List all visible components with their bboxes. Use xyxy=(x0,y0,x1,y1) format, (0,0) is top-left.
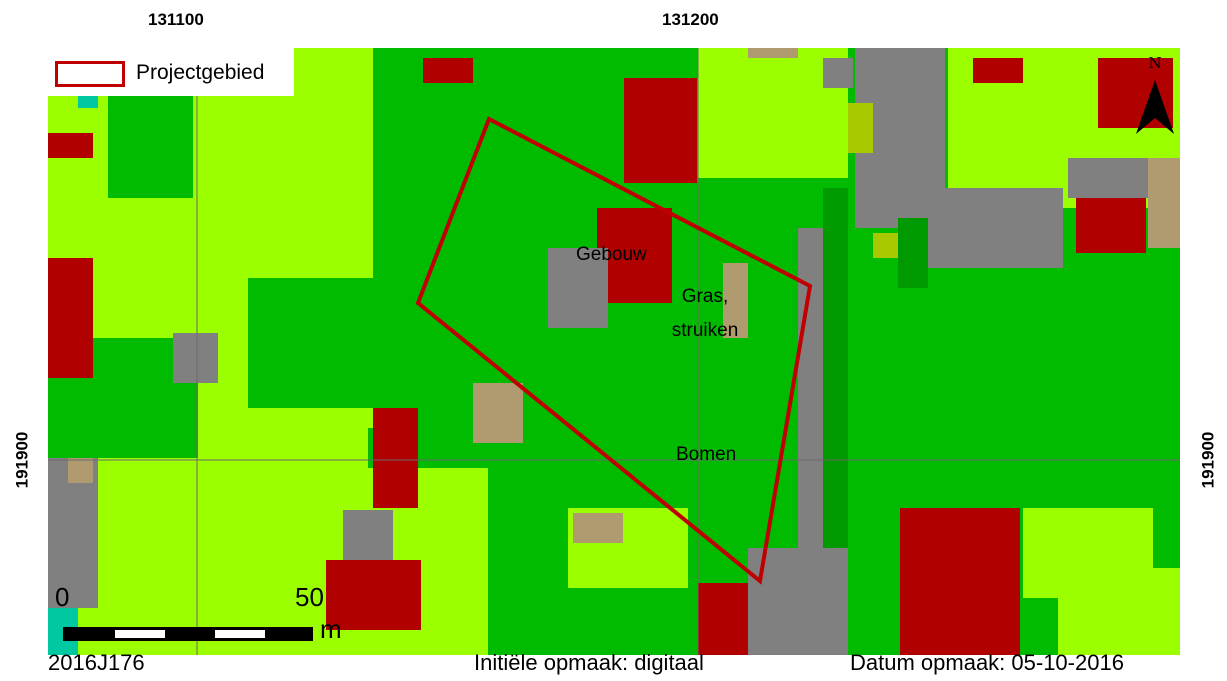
land-cover-cell-paved xyxy=(923,188,1063,268)
y-coordinate-right: 191900 xyxy=(1198,431,1218,489)
legend-swatch-project-area xyxy=(55,61,125,87)
land-cover-cell-trees xyxy=(248,278,398,408)
land-cover-cell-building xyxy=(624,78,697,183)
land-cover-cell-olive xyxy=(873,233,898,258)
land-cover-map[interactable]: Gebouw Gras, struiken Bomen N xyxy=(48,48,1180,655)
footer-project-code: 2016J176 xyxy=(48,650,145,675)
land-cover-cell-building xyxy=(597,208,672,303)
footer-initial-layout: Initiële opmaak: digitaal xyxy=(474,650,704,675)
land-cover-cell-bare xyxy=(473,383,523,443)
land-cover-cell-building xyxy=(423,58,473,83)
x-coordinate-131100: 131100 xyxy=(148,10,204,29)
land-cover-cell-bare xyxy=(748,48,798,58)
label-building: Gebouw xyxy=(576,244,647,265)
label-grass-shrubs-line2: struiken xyxy=(671,320,739,341)
land-cover-cell-olive xyxy=(848,103,873,153)
scale-bar-segment xyxy=(115,627,165,641)
land-cover-cell-paved xyxy=(548,248,608,328)
land-cover-cell-dark-trees xyxy=(823,188,848,548)
land-cover-cell-building xyxy=(48,133,93,158)
land-cover-cell-bare xyxy=(68,458,93,483)
land-cover-cell-building xyxy=(973,58,1023,83)
land-cover-cell-water xyxy=(78,93,98,108)
land-cover-cell-dark-trees xyxy=(898,218,928,288)
y-coordinate-left: 191900 xyxy=(12,431,32,489)
scale-bar: 0 50 m xyxy=(55,582,355,644)
land-cover-raster xyxy=(48,48,1180,655)
land-cover-cell-paved xyxy=(823,58,853,88)
land-cover-cell-paved xyxy=(748,548,798,655)
project-area-outline xyxy=(415,116,813,585)
land-cover-cell-bare xyxy=(573,513,623,543)
land-cover-cell-building xyxy=(900,508,1020,655)
land-cover-cell-trees xyxy=(848,268,1180,508)
label-trees: Bomen xyxy=(676,444,737,465)
scale-bar-start-label: 0 xyxy=(55,582,70,612)
legend-label-project-area: Projectgebied xyxy=(136,61,265,84)
x-coordinate-131200: 131200 xyxy=(662,10,719,29)
label-grass-shrubs-line1: Gras, xyxy=(681,286,729,307)
map-overlay xyxy=(48,48,1180,655)
land-cover-cell-building xyxy=(373,408,418,508)
land-cover-cell-bare xyxy=(1148,158,1180,248)
scale-bar-end-label: 50 xyxy=(295,582,324,612)
north-arrow-icon: N xyxy=(1136,54,1174,134)
scale-bar-unit-label: m xyxy=(320,614,342,644)
scale-bar-segment xyxy=(63,627,115,641)
footer-date: Datum opmaak: 05-10-2016 xyxy=(850,650,1124,675)
land-cover-cell-building xyxy=(48,258,93,378)
north-arrow-label: N xyxy=(1148,54,1161,72)
land-cover-cell-bare xyxy=(723,263,748,338)
scale-bar-segment xyxy=(215,627,265,641)
land-cover-cell-building xyxy=(698,583,748,655)
land-cover-cell-paved xyxy=(343,510,393,560)
scale-bar-segment xyxy=(265,627,313,641)
land-cover-cell-building xyxy=(326,560,421,630)
land-cover-cell-grass xyxy=(1058,568,1180,655)
legend: Projectgebied xyxy=(48,48,294,96)
scale-bar-segment xyxy=(165,627,215,641)
land-cover-cell-paved xyxy=(173,333,218,383)
